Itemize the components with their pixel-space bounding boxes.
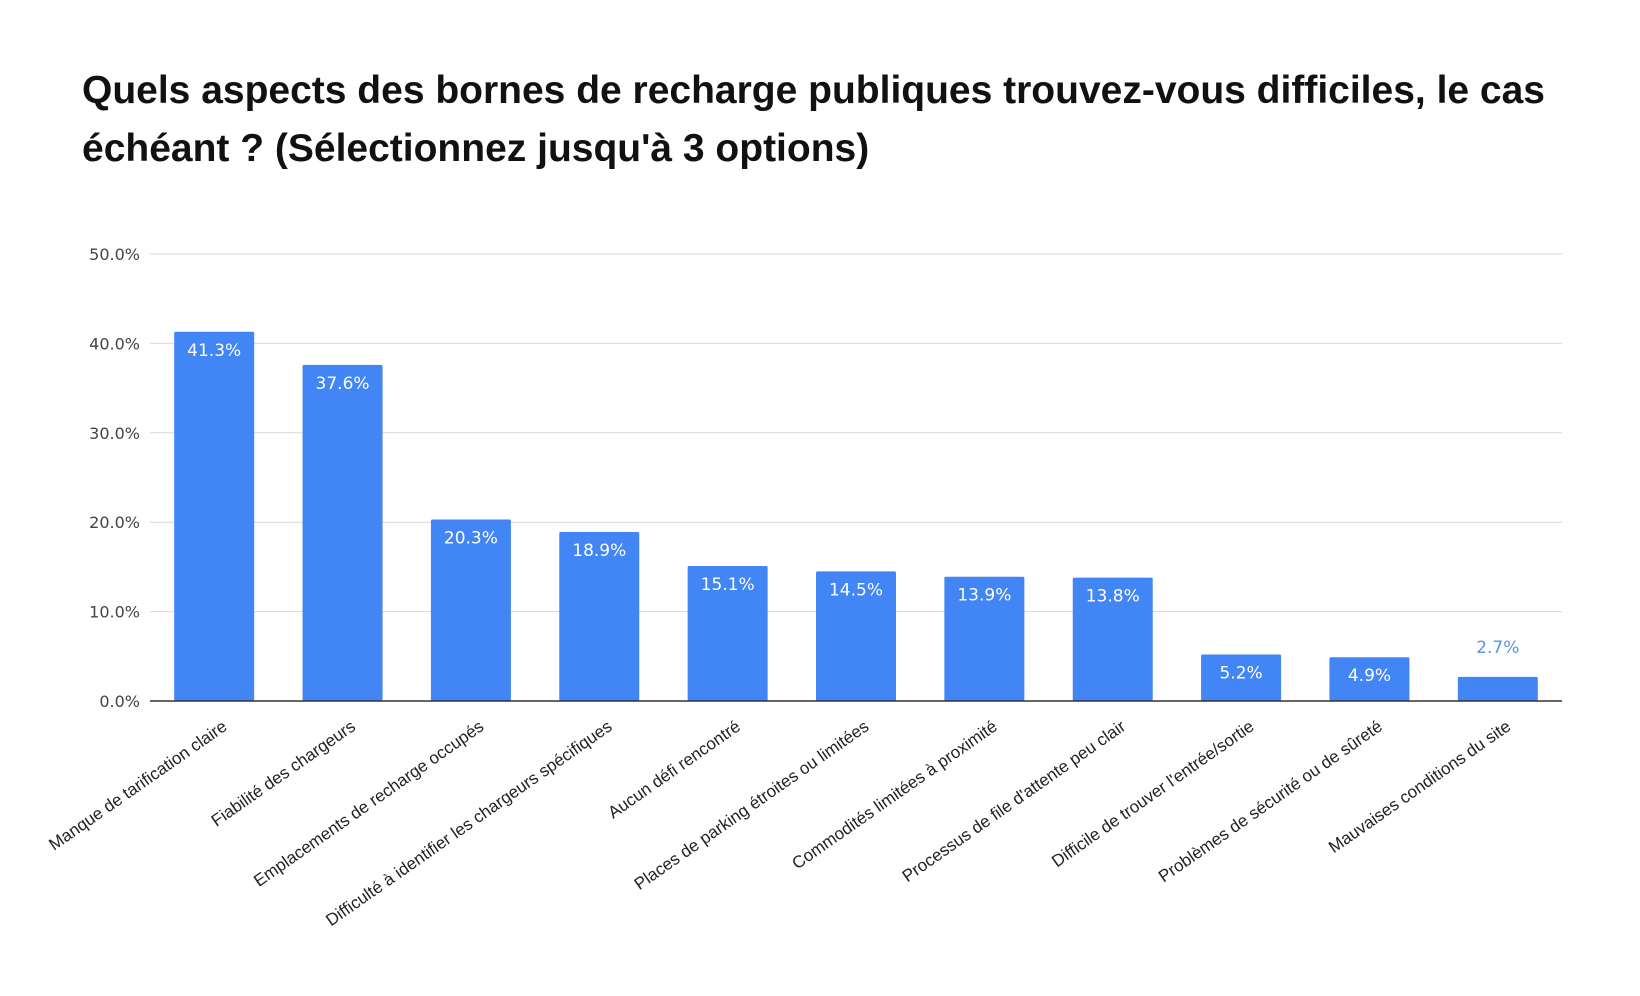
y-tick-label: 50.0% (89, 245, 140, 264)
data-label: 13.9% (957, 586, 1011, 606)
bar (1072, 577, 1153, 701)
bar (816, 571, 896, 701)
data-label: 4.9% (1348, 666, 1391, 686)
category-label: Difficulté à identifier les chargeurs sp… (322, 717, 615, 930)
chart-title: Quels aspects des bornes de recharge pub… (82, 69, 1545, 170)
y-tick-label: 10.0% (89, 603, 140, 622)
data-label: 41.3% (187, 341, 241, 361)
bar (944, 576, 1025, 701)
bar (302, 364, 383, 701)
y-tick-label: 0.0% (99, 692, 140, 711)
bar (430, 519, 511, 701)
data-label: 5.2% (1219, 664, 1262, 684)
y-axis-ticks: 0.0% 10.0% 20.0% 30.0% 40.0% 50.0% (89, 245, 140, 711)
data-label: 20.3% (444, 529, 498, 549)
data-label: 2.7% (1476, 638, 1519, 658)
bar (1201, 654, 1282, 701)
bar (559, 532, 640, 701)
data-label: 37.6% (316, 374, 370, 394)
data-label: 15.1% (701, 575, 755, 595)
bar (1457, 676, 1538, 701)
y-tick-label: 30.0% (89, 424, 140, 443)
category-label: Places de parking étroites ou limitées (631, 717, 873, 894)
y-tick-label: 40.0% (89, 334, 140, 353)
bar (1329, 657, 1410, 701)
category-label: Processus de file d'attente peu clair (899, 717, 1130, 886)
category-label: Problèmes de sécurité ou de sûreté (1155, 717, 1386, 886)
category-label: Emplacements de recharge occupés (250, 717, 487, 891)
category-label: Aucun défi rencontré (605, 717, 744, 823)
bar (687, 566, 768, 701)
category-label: Difficile de trouver l'entrée/sortie (1048, 717, 1257, 871)
bars (174, 331, 1538, 701)
category-label: Fiabilité des chargeurs (208, 717, 359, 831)
data-label: 18.9% (572, 541, 626, 561)
data-labels: 41.3% 37.6% 20.3% 18.9% 15.1% 14.5% 13.9% 13.8%… (187, 341, 1519, 686)
y-tick-label: 20.0% (89, 513, 140, 532)
category-label: Manque de tarification claire (45, 717, 230, 855)
data-label: 13.8% (1086, 587, 1140, 607)
category-label: Commodités limitées à proximité (789, 717, 1001, 873)
bar (174, 331, 255, 701)
data-label: 14.5% (829, 580, 883, 600)
